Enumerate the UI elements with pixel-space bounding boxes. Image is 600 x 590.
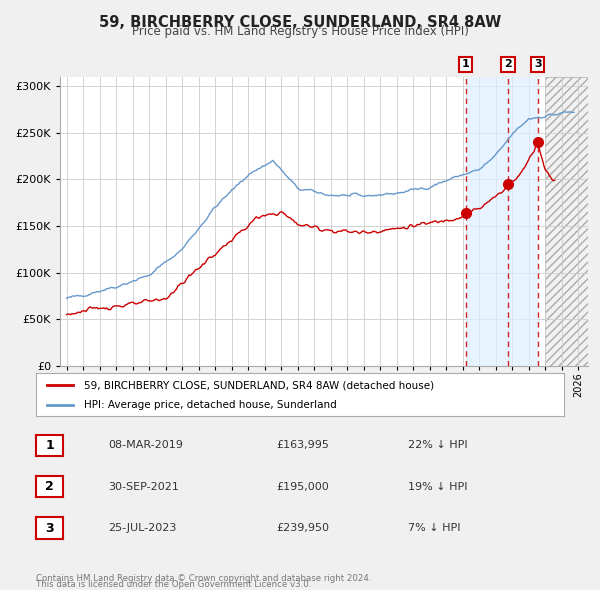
Text: 22% ↓ HPI: 22% ↓ HPI [408,441,467,450]
Text: This data is licensed under the Open Government Licence v3.0.: This data is licensed under the Open Gov… [36,580,311,589]
Text: £195,000: £195,000 [276,482,329,491]
Bar [545,77,600,366]
Text: 2: 2 [504,60,512,70]
Text: 2: 2 [45,480,54,493]
Bar [466,77,538,366]
Text: 59, BIRCHBERRY CLOSE, SUNDERLAND, SR4 8AW: 59, BIRCHBERRY CLOSE, SUNDERLAND, SR4 8A… [99,15,501,30]
Text: HPI: Average price, detached house, Sunderland: HPI: Average price, detached house, Sund… [83,401,336,410]
Text: 3: 3 [45,522,54,535]
Text: £163,995: £163,995 [276,441,329,450]
Text: 3: 3 [534,60,542,70]
Text: 08-MAR-2019: 08-MAR-2019 [108,441,183,450]
Text: 30-SEP-2021: 30-SEP-2021 [108,482,179,491]
Text: Contains HM Land Registry data © Crown copyright and database right 2024.: Contains HM Land Registry data © Crown c… [36,574,371,583]
Text: 7% ↓ HPI: 7% ↓ HPI [408,523,461,533]
Text: 59, BIRCHBERRY CLOSE, SUNDERLAND, SR4 8AW (detached house): 59, BIRCHBERRY CLOSE, SUNDERLAND, SR4 8A… [83,381,434,391]
Text: 1: 1 [462,60,470,70]
Bar [545,77,600,366]
Text: £239,950: £239,950 [276,523,329,533]
Text: Price paid vs. HM Land Registry's House Price Index (HPI): Price paid vs. HM Land Registry's House … [131,25,469,38]
Text: 19% ↓ HPI: 19% ↓ HPI [408,482,467,491]
Text: 1: 1 [45,439,54,452]
Text: 25-JUL-2023: 25-JUL-2023 [108,523,176,533]
